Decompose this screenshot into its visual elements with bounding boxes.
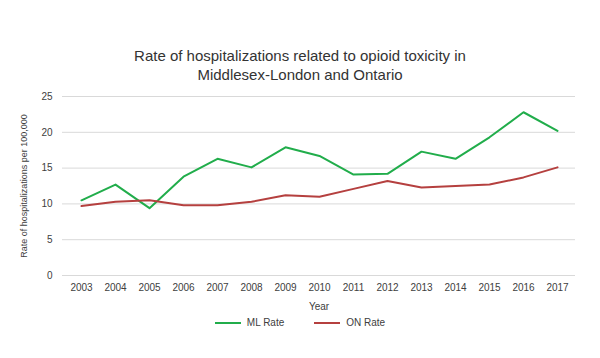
html-text:ON Rate: ON Rate [346, 317, 386, 328]
html-text:ML Rate: ML Rate [246, 317, 285, 328]
svg-text:2013: 2013 [410, 282, 433, 293]
svg-text:25: 25 [41, 91, 53, 102]
svg-text:2006: 2006 [172, 282, 195, 293]
svg-text:2003: 2003 [70, 282, 93, 293]
svg-text:2015: 2015 [478, 282, 501, 293]
svg-text:2014: 2014 [444, 282, 467, 293]
svg-text:20: 20 [41, 127, 53, 138]
svg-text:0: 0 [47, 270, 53, 281]
svg-text:2017: 2017 [546, 282, 569, 293]
svg-text:2012: 2012 [376, 282, 399, 293]
svg-text:15: 15 [41, 162, 53, 173]
svg-text:Rate of hospitalizations per 1: Rate of hospitalizations per 100,000 [19, 114, 29, 258]
svg-text:2005: 2005 [138, 282, 161, 293]
svg-text:2011: 2011 [343, 282, 365, 293]
svg-text:2007: 2007 [206, 282, 229, 293]
svg-text:2008: 2008 [240, 282, 263, 293]
svg-text:2004: 2004 [104, 282, 127, 293]
html-text:Rate of hospitalizations relat: Rate of hospitalizations related to opio… [134, 47, 466, 83]
svg-text:2009: 2009 [274, 282, 297, 293]
svg-text:2010: 2010 [308, 282, 331, 293]
svg-text:Year: Year [309, 301, 330, 312]
svg-text:5: 5 [47, 234, 53, 245]
svg-text:2016: 2016 [512, 282, 535, 293]
svg-text:10: 10 [41, 198, 53, 209]
